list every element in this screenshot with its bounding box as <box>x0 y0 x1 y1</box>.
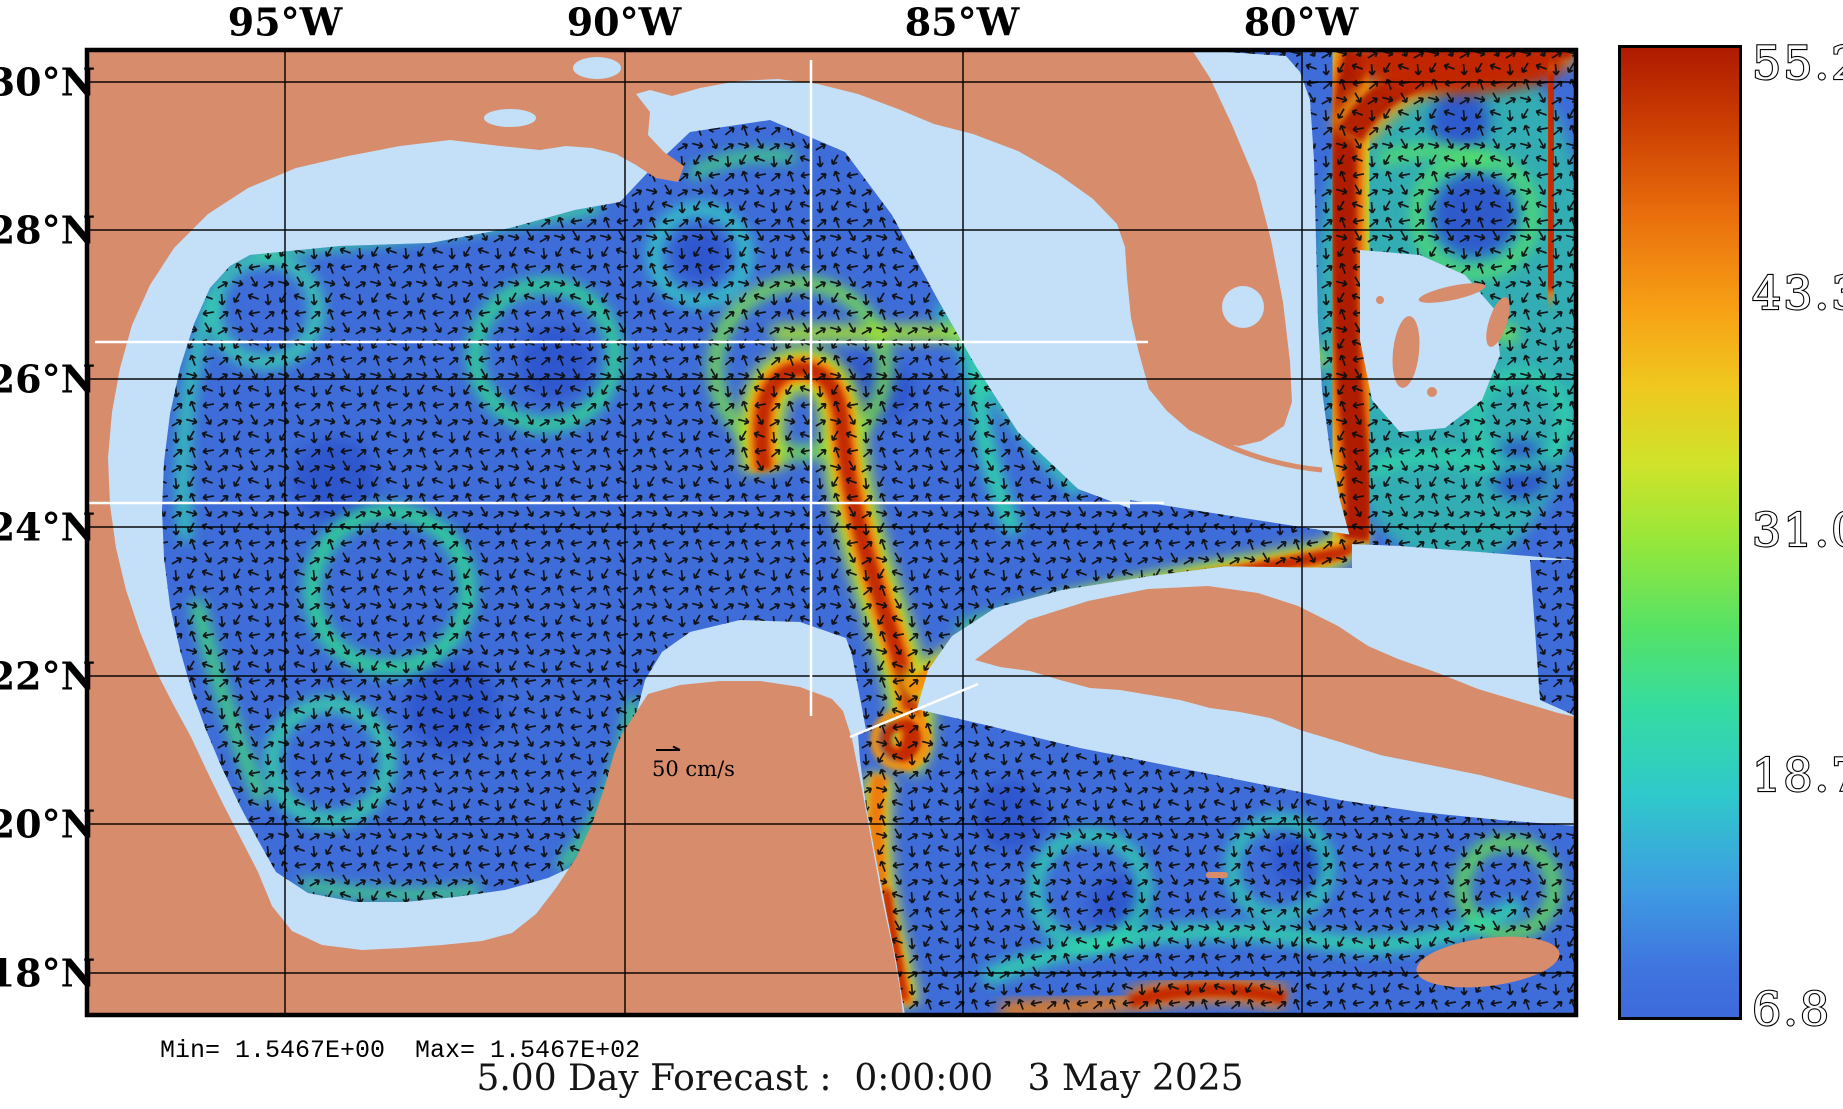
y-axis-label-24n: 24°N <box>0 504 96 550</box>
min-max-annotation: Min= 1.5467E+00 Max= 1.5467E+02 <box>160 1036 641 1065</box>
colorbar-tick-label: 31.0 <box>1752 503 1843 557</box>
colorbar-tick-label: 43.3 <box>1752 266 1843 320</box>
y-axis-label-20n: 20°N <box>0 801 96 847</box>
florida-keys <box>1198 429 1323 473</box>
x-axis-label-95w: 95°W <box>227 0 343 45</box>
scale-legend-label: 50 cm/s <box>652 757 735 781</box>
land-layer <box>87 50 1576 1015</box>
map-frame <box>84 47 1579 1018</box>
lake-okeechobee <box>1222 286 1264 328</box>
x-axis-label-80w: 80°W <box>1243 0 1359 45</box>
colorbar-tick-label: 18.7 <box>1752 748 1843 802</box>
speed-colorbar <box>1618 45 1742 1020</box>
scale-arrow-icon <box>656 745 681 751</box>
north-america-mainland <box>87 50 1292 1015</box>
bahama-islands <box>1376 283 1510 397</box>
track-lines-layer <box>88 60 1164 739</box>
laguna-terminos <box>436 908 504 932</box>
colorbar-tick-label: 6.8 <box>1752 982 1831 1036</box>
colorbar-tick-label: 55.2 <box>1752 36 1843 90</box>
lakes-layer <box>283 57 1264 932</box>
jamaica-island <box>1416 936 1560 988</box>
lake-pontchartrain <box>573 57 621 79</box>
colorbar-tick-labels: 55.2 43.3 31.0 18.7 6.8 <box>1751 35 1843 1037</box>
x-axis-label-85w: 85°W <box>904 0 1020 45</box>
y-axis-label-26n: 26°N <box>0 356 96 402</box>
isla-juventud <box>1226 672 1278 704</box>
x-axis-label-90w: 90°W <box>566 0 682 45</box>
y-axis-label-22n: 22°N <box>0 653 96 699</box>
gridline-layer <box>87 50 1576 1015</box>
y-axis-label-18n: 18°N <box>0 950 96 996</box>
y-axis-label-30n: 30°N <box>0 59 96 105</box>
cayman-island <box>1206 872 1228 878</box>
forecast-title: 5.00 Day Forecast : 0:00:00 3 May 2025 <box>476 1058 1244 1099</box>
y-axis-label-28n: 28°N <box>0 207 96 253</box>
